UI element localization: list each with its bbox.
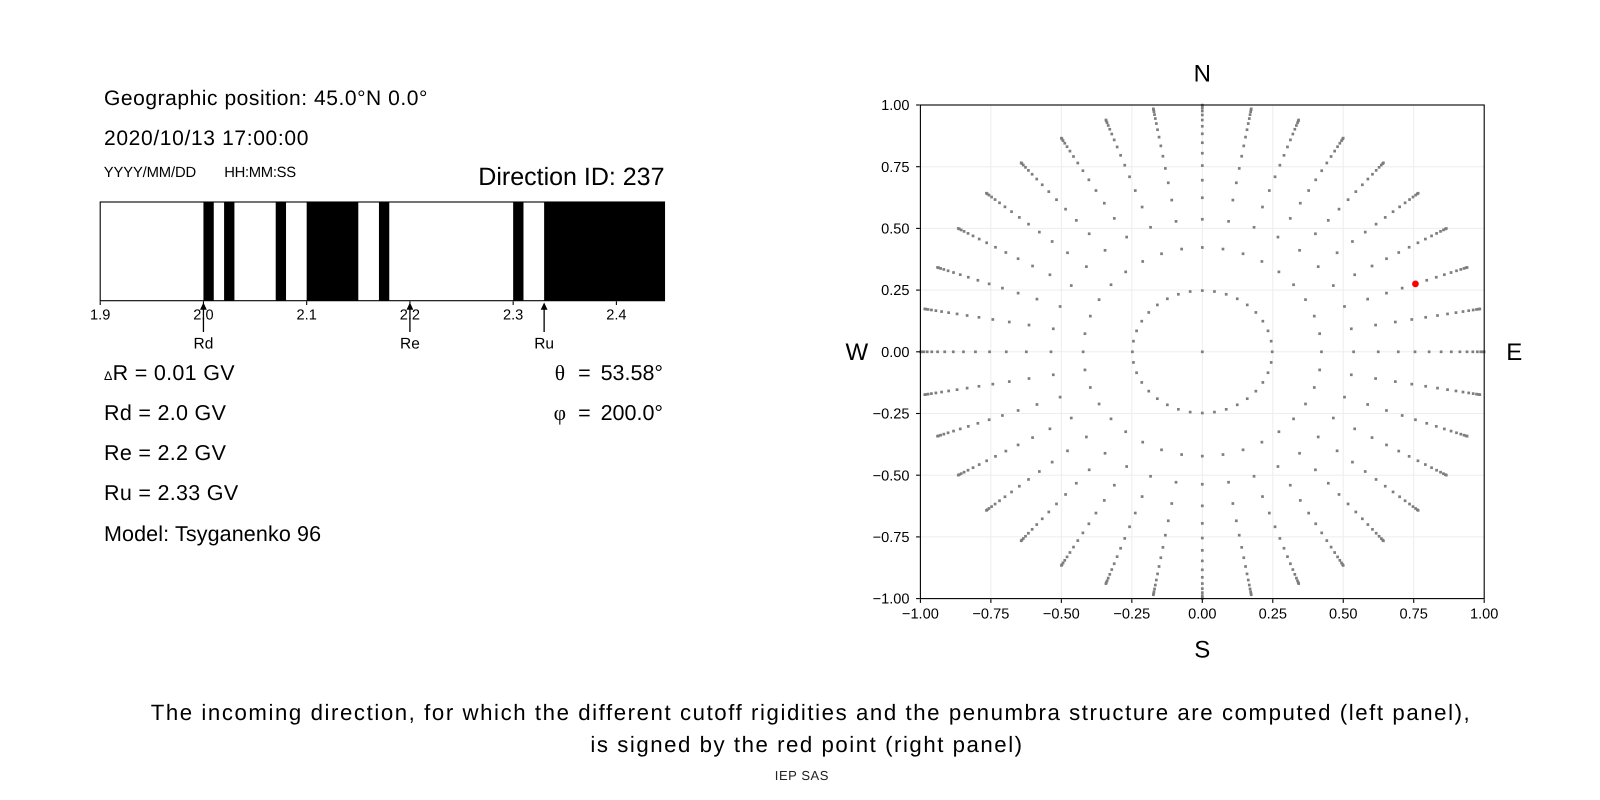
svg-text:0.00: 0.00 [881,345,909,361]
svg-text:2.3: 2.3 [503,307,523,323]
svg-text:−0.50: −0.50 [873,468,910,484]
svg-text:1.00: 1.00 [881,98,909,114]
svg-text:0.50: 0.50 [1329,607,1357,623]
svg-text:N: N [1194,60,1211,87]
svg-text:−0.50: −0.50 [1043,607,1080,623]
svg-text:−0.75: −0.75 [873,530,910,546]
svg-text:1.00: 1.00 [1470,607,1498,623]
svg-text:0.50: 0.50 [881,222,909,238]
svg-text:S: S [1194,636,1210,663]
svg-text:−1.00: −1.00 [902,607,939,623]
svg-text:W: W [845,339,868,366]
svg-text:2.4: 2.4 [606,307,626,323]
svg-text:−0.75: −0.75 [972,607,1009,623]
svg-text:0.25: 0.25 [1259,607,1287,623]
svg-text:−1.00: −1.00 [873,592,910,608]
svg-text:Rd: Rd [194,336,214,353]
svg-text:−0.25: −0.25 [873,407,910,423]
svg-text:0.25: 0.25 [881,283,909,299]
svg-text:−0.25: −0.25 [1113,607,1150,623]
svg-text:0.00: 0.00 [1188,607,1216,623]
svg-text:E: E [1506,339,1522,366]
svg-text:0.75: 0.75 [1400,607,1428,623]
svg-text:Ru: Ru [534,336,554,353]
svg-text:0.75: 0.75 [881,160,909,176]
svg-text:2.1: 2.1 [297,307,317,323]
svg-text:Re: Re [400,336,420,353]
svg-text:1.9: 1.9 [90,307,110,323]
